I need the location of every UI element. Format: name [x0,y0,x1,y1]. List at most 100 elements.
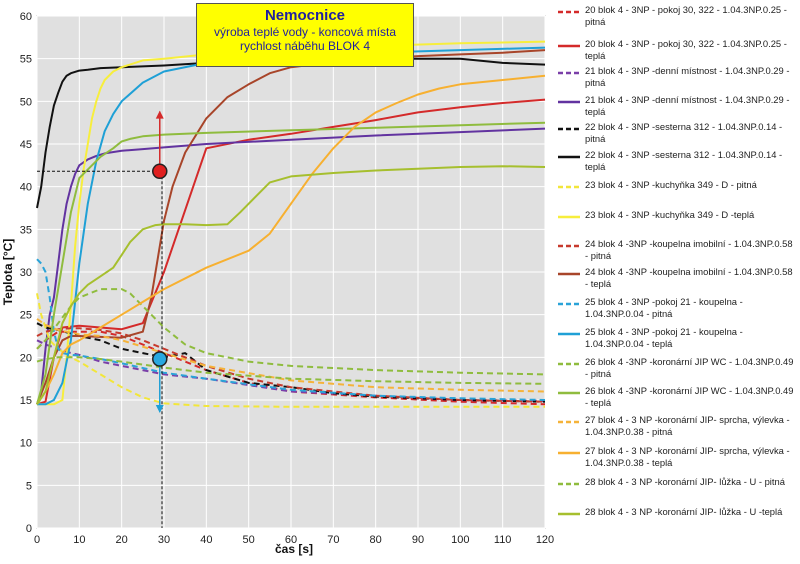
y-tick-label: 40 [20,182,32,194]
legend-item: 20 blok 4 - 3NP - pokoj 30, 322 - 1.04.3… [556,4,800,28]
grid-lines [36,15,546,529]
y-tick-label: 60 [20,11,32,23]
x-tick-label: 100 [451,534,469,546]
legend-swatch [558,512,580,516]
legend-label: 20 blok 4 - 3NP - pokoj 30, 322 - 1.04.3… [585,38,787,61]
legend-label: 22 blok 4 - 3NP -sesterna 312 - 1.04.3NP… [585,149,783,172]
legend-item: 23 blok 4 - 3NP -kuchyňka 349 - D - pitn… [556,179,800,194]
legend-swatch [558,127,580,131]
series-line-16 [36,74,546,405]
x-tick-label: 40 [200,534,212,546]
series-line-4 [36,127,546,405]
y-tick-label: 20 [20,352,32,364]
legend-item: 22 blok 4 - 3NP -sesterna 312 - 1.04.3NP… [556,149,800,173]
chart-title-box: Nemocnice výroba teplé vody - koncová mí… [196,3,414,67]
x-axis-label: čas [s] [275,542,313,556]
legend-label: 28 blok 4 - 3 NP -koronární JIP- lůžka -… [585,476,785,487]
legend-item: 27 blok 4 - 3 NP -koronární JIP- sprcha,… [556,445,800,469]
legend-item: 27 blok 4 - 3 NP -koronární JIP- sprcha,… [556,414,800,438]
legend-swatch [558,10,580,14]
legend-label: 24 blok 4 -3NP -koupelna imobilní - 1.04… [585,266,793,289]
chart-subtitle-line-1: výroba teplé vody - koncová místa [213,25,397,39]
x-tick-label: 30 [158,534,170,546]
legend-item: 22 blok 4 - 3NP -sesterna 312 - 1.04.3NP… [556,121,800,145]
legend-swatch [558,71,580,75]
legend-swatch [558,482,580,486]
legend-swatch [558,362,580,366]
series-line-18 [36,165,546,405]
y-tick-label: 5 [26,480,32,492]
legend-item: 25 blok 4 - 3NP -pokoj 21 - koupelna - 1… [556,296,800,320]
series-line-17 [36,356,546,385]
x-tick-label: 90 [412,534,424,546]
y-tick-label: 30 [20,267,32,279]
series-line-13 [36,288,546,376]
x-tick-label: 20 [116,534,128,546]
y-tick-label: 50 [20,96,32,108]
legend-label: 25 blok 4 - 3NP -pokoj 21 - koupelna - 1… [585,296,743,319]
legend-swatch [558,244,580,248]
annotations [37,110,168,528]
chart-title: Nemocnice [264,7,346,24]
legend-label: 20 blok 4 - 3NP - pokoj 30, 322 - 1.04.3… [585,4,787,27]
y-axis-label: Teplota [°C] [1,239,15,306]
legend-item: 24 blok 4 -3NP -koupelna imobilní - 1.04… [556,266,800,290]
legend-label: 26 blok 4 -3NP -koronární JIP WC - 1.04.… [585,356,794,379]
legend-swatch [558,215,580,219]
legend-item: 21 blok 4 - 3NP -denní místnost - 1.04.3… [556,94,800,118]
y-tick-label: 45 [20,139,32,151]
red-marker [152,163,168,180]
red-arrow-head [155,110,164,119]
chart-subtitle-line-2: rychlost náběhu BLOK 4 [239,39,371,53]
legend-item: 23 blok 4 - 3NP -kuchyňka 349 - D -teplá [556,209,800,224]
legend-label: 25 blok 4 - 3NP -pokoj 21 - koupelna - 1… [585,326,743,349]
blue-marker [152,351,168,367]
series-line-14 [36,121,546,405]
y-tick-label: 25 [20,310,32,322]
blue-arrow-head [155,404,164,413]
x-tick-label: 120 [536,534,554,546]
series-line-1 [36,330,546,406]
x-tick-label: 0 [34,534,40,546]
legend-swatch [558,44,580,48]
legend-item: 28 blok 4 - 3 NP -koronární JIP- lůžka -… [556,506,800,521]
legend-label: 28 blok 4 - 3 NP -koronární JIP- lůžka -… [585,506,783,517]
legend-label: 27 blok 4 - 3 NP -koronární JIP- sprcha,… [585,445,790,468]
x-tick-label: 110 [494,534,512,546]
legend-swatch [558,100,580,104]
legend-item: 21 blok 4 - 3NP -denní místnost - 1.04.3… [556,65,800,89]
x-tick-label: 60 [285,534,297,546]
legend-item: 26 blok 4 -3NP -koronární JIP WC - 1.04.… [556,385,800,409]
series-line-7 [36,293,545,408]
series-line-11 [36,258,546,401]
legend-label: 22 blok 4 - 3NP -sesterna 312 - 1.04.3NP… [585,121,783,144]
legend-swatch [558,420,580,424]
legend-item: 20 blok 4 - 3NP - pokoj 30, 322 - 1.04.3… [556,38,800,62]
x-tick-label: 80 [370,534,382,546]
legend-label: 27 blok 4 - 3 NP -koronární JIP- sprcha,… [585,414,790,437]
y-tick-label: 35 [20,224,32,236]
legend: 20 blok 4 - 3NP - pokoj 30, 322 - 1.04.3… [556,4,800,524]
legend-label: 21 blok 4 - 3NP -denní místnost - 1.04.3… [585,65,790,88]
legend-item: 28 blok 4 - 3 NP -koronární JIP- lůžka -… [556,476,800,491]
y-axis-ticks: 0 5 10 15 20 25 30 35 40 45 50 55 60 [20,11,32,535]
legend-label: 23 blok 4 - 3NP -kuchyňka 349 - D - pitn… [585,179,757,190]
legend-swatch [558,451,580,455]
y-tick-label: 55 [20,54,32,66]
x-tick-label: 70 [327,534,339,546]
x-axis-ticks: 0 10 20 30 40 50 60 70 80 90 100 110 120 [34,534,554,546]
legend-swatch [558,155,580,159]
legend-swatch [558,185,580,189]
legend-swatch [558,332,580,336]
legend-label: 26 blok 4 -3NP -koronární JIP WC - 1.04.… [585,385,794,408]
legend-item: 24 blok 4 -3NP -koupelna imobilní - 1.04… [556,238,800,262]
x-tick-label: 50 [243,534,255,546]
y-tick-label: 10 [20,438,32,450]
x-tick-label: 10 [73,534,85,546]
legend-label: 21 blok 4 - 3NP -denní místnost - 1.04.3… [585,94,790,117]
legend-label: 23 blok 4 - 3NP -kuchyňka 349 - D -teplá [585,209,755,220]
legend-swatch [558,391,580,395]
legend-item: 25 blok 4 - 3NP -pokoj 21 - koupelna - 1… [556,326,800,350]
legend-swatch [558,272,580,276]
legend-item: 26 blok 4 -3NP -koronární JIP WC - 1.04.… [556,356,800,380]
